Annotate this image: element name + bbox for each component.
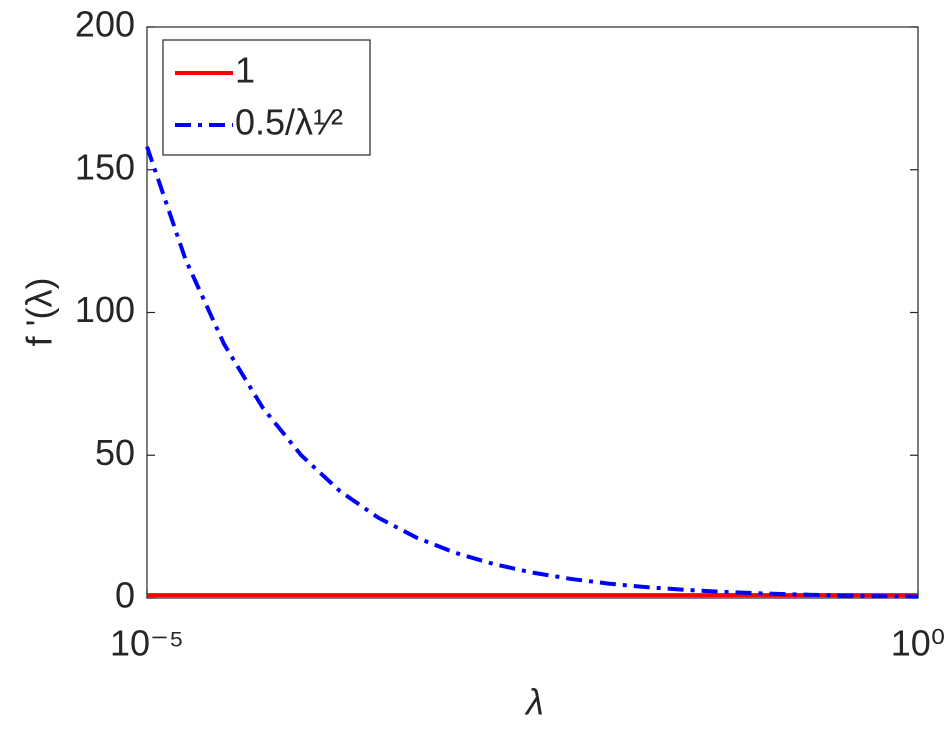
y-tick-label: 0 bbox=[115, 575, 135, 616]
y-tick-label: 100 bbox=[75, 289, 135, 330]
x-tick-label: 10⁰ bbox=[891, 623, 945, 664]
y-tick-label: 200 bbox=[75, 4, 135, 45]
x-axis-label: λ bbox=[524, 682, 544, 723]
legend-label: 0.5/λ¹⁄² bbox=[235, 102, 343, 143]
legend-label: 1 bbox=[235, 50, 255, 91]
legend-box bbox=[162, 39, 371, 156]
series-line bbox=[145, 145, 919, 599]
y-tick-label: 50 bbox=[95, 432, 135, 473]
x-tick-label: 10⁻⁵ bbox=[110, 623, 184, 664]
y-tick-label: 150 bbox=[75, 146, 135, 187]
y-axis-label: f '(λ) bbox=[19, 278, 60, 347]
